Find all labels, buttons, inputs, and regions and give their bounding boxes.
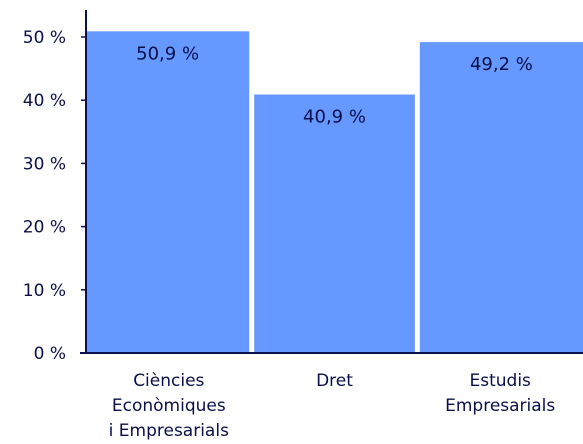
category-label-3: Estudis Empresarials <box>445 371 555 416</box>
category-label-1: Ciències Econòmiques i Empresarials <box>109 371 229 441</box>
y-tick-label: 20 % <box>23 218 66 238</box>
category-label-line: Ciències <box>133 371 204 391</box>
data-label-3: 49,2 % <box>470 54 533 75</box>
data-label-1: 50,9 % <box>136 43 199 64</box>
data-label-2: 40,9 % <box>303 107 366 128</box>
bar-2 <box>254 94 415 353</box>
category-label-line: i Empresarials <box>109 421 229 441</box>
category-label-line: Estudis <box>469 371 531 391</box>
category-label-line: Empresarials <box>445 396 555 416</box>
y-tick-label: 50 % <box>23 28 66 48</box>
y-tick-label: 30 % <box>23 154 66 174</box>
category-label-2: Dret <box>316 371 353 391</box>
category-label-line: Dret <box>316 371 353 391</box>
bar-1 <box>86 31 250 354</box>
category-label-line: Econòmiques <box>112 396 226 416</box>
y-tick-label: 10 % <box>23 281 66 301</box>
y-tick-label: 0 % <box>34 344 66 364</box>
y-tick-label: 40 % <box>23 91 66 111</box>
bar-3 <box>419 42 583 353</box>
